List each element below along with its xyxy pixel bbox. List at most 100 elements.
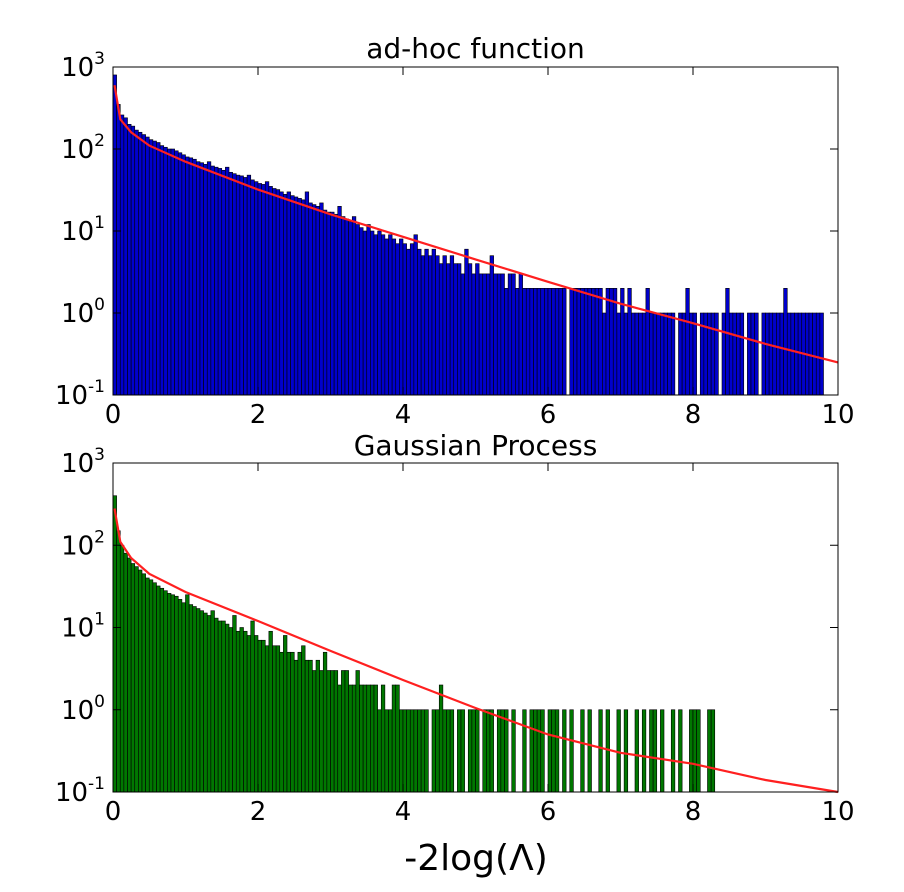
bar xyxy=(409,243,415,396)
bar xyxy=(206,615,212,793)
bar xyxy=(272,645,277,793)
bar xyxy=(355,224,360,396)
bar xyxy=(199,610,204,793)
bar xyxy=(308,202,313,396)
bar xyxy=(380,234,386,396)
bar xyxy=(362,684,368,793)
bar xyxy=(587,288,592,396)
bar xyxy=(203,612,208,793)
bar xyxy=(246,174,252,396)
bar xyxy=(507,273,513,396)
bar xyxy=(395,243,400,396)
bar xyxy=(112,74,117,396)
bar xyxy=(482,709,487,793)
bar xyxy=(707,312,712,396)
bar xyxy=(293,659,299,793)
bar xyxy=(776,312,781,396)
fit-curve xyxy=(113,85,839,364)
bar xyxy=(417,709,422,793)
bar xyxy=(319,670,324,793)
bar xyxy=(210,610,215,793)
bar xyxy=(163,590,168,793)
bar xyxy=(304,191,310,396)
bar xyxy=(362,230,368,396)
bar xyxy=(536,709,542,793)
bar xyxy=(547,709,552,793)
x-tick-label: 10 xyxy=(821,797,854,827)
bar xyxy=(138,131,143,396)
bar xyxy=(779,312,784,396)
chart-title: Gaussian Process xyxy=(354,429,598,462)
bar xyxy=(721,312,726,396)
bar xyxy=(435,255,440,396)
bar xyxy=(141,573,146,793)
bar xyxy=(703,312,708,396)
bar xyxy=(319,202,324,396)
bar xyxy=(264,645,270,793)
bar xyxy=(475,709,480,793)
bar xyxy=(772,312,777,396)
bar xyxy=(696,709,701,793)
bar xyxy=(228,171,233,396)
bar xyxy=(370,230,375,396)
bar xyxy=(413,709,418,793)
bar xyxy=(275,645,281,793)
bar xyxy=(221,620,226,793)
y-tick-label: 10-1 xyxy=(55,774,105,808)
y-tick-label: 100 xyxy=(61,692,105,726)
bar xyxy=(446,709,451,793)
y-tick-label: 101 xyxy=(61,213,105,247)
bar xyxy=(232,615,237,793)
bar xyxy=(554,288,560,396)
bar xyxy=(210,165,215,396)
bar xyxy=(815,312,821,396)
x-tick-label: 6 xyxy=(540,797,557,827)
bar xyxy=(714,312,719,396)
bar xyxy=(576,288,581,396)
bar xyxy=(351,684,357,793)
bar xyxy=(518,273,523,396)
bar xyxy=(152,140,157,396)
bar xyxy=(431,248,436,396)
bar xyxy=(406,248,411,396)
bar xyxy=(254,181,259,396)
bar xyxy=(645,288,650,396)
bar xyxy=(377,230,382,396)
bar xyxy=(264,181,270,396)
bar xyxy=(402,709,407,793)
bar xyxy=(692,312,697,396)
bar xyxy=(337,206,342,396)
x-tick-label: 8 xyxy=(685,797,702,827)
bar xyxy=(138,569,143,793)
bar xyxy=(127,124,132,396)
bar xyxy=(678,709,683,793)
bar xyxy=(355,670,360,793)
bar xyxy=(192,158,197,396)
y-tick-label: 101 xyxy=(61,610,105,644)
bar xyxy=(616,709,621,793)
bar xyxy=(478,273,484,396)
bar xyxy=(808,312,813,396)
bar xyxy=(457,263,462,396)
bar xyxy=(754,312,759,396)
bar xyxy=(156,585,161,793)
bar xyxy=(623,709,629,793)
bar xyxy=(290,195,295,396)
bar xyxy=(395,684,400,793)
bar xyxy=(370,684,375,793)
bar xyxy=(145,136,150,396)
bar xyxy=(167,593,172,793)
bar xyxy=(366,684,371,793)
bar xyxy=(348,221,353,396)
bar xyxy=(399,238,404,396)
bar xyxy=(235,630,241,793)
y-tick-label: 102 xyxy=(61,527,105,561)
bar xyxy=(420,255,426,396)
bar xyxy=(493,273,498,396)
bar xyxy=(188,157,194,396)
bar xyxy=(540,288,545,396)
bar xyxy=(286,191,291,396)
bar xyxy=(243,177,248,396)
bar xyxy=(623,312,629,396)
bar xyxy=(540,709,545,793)
